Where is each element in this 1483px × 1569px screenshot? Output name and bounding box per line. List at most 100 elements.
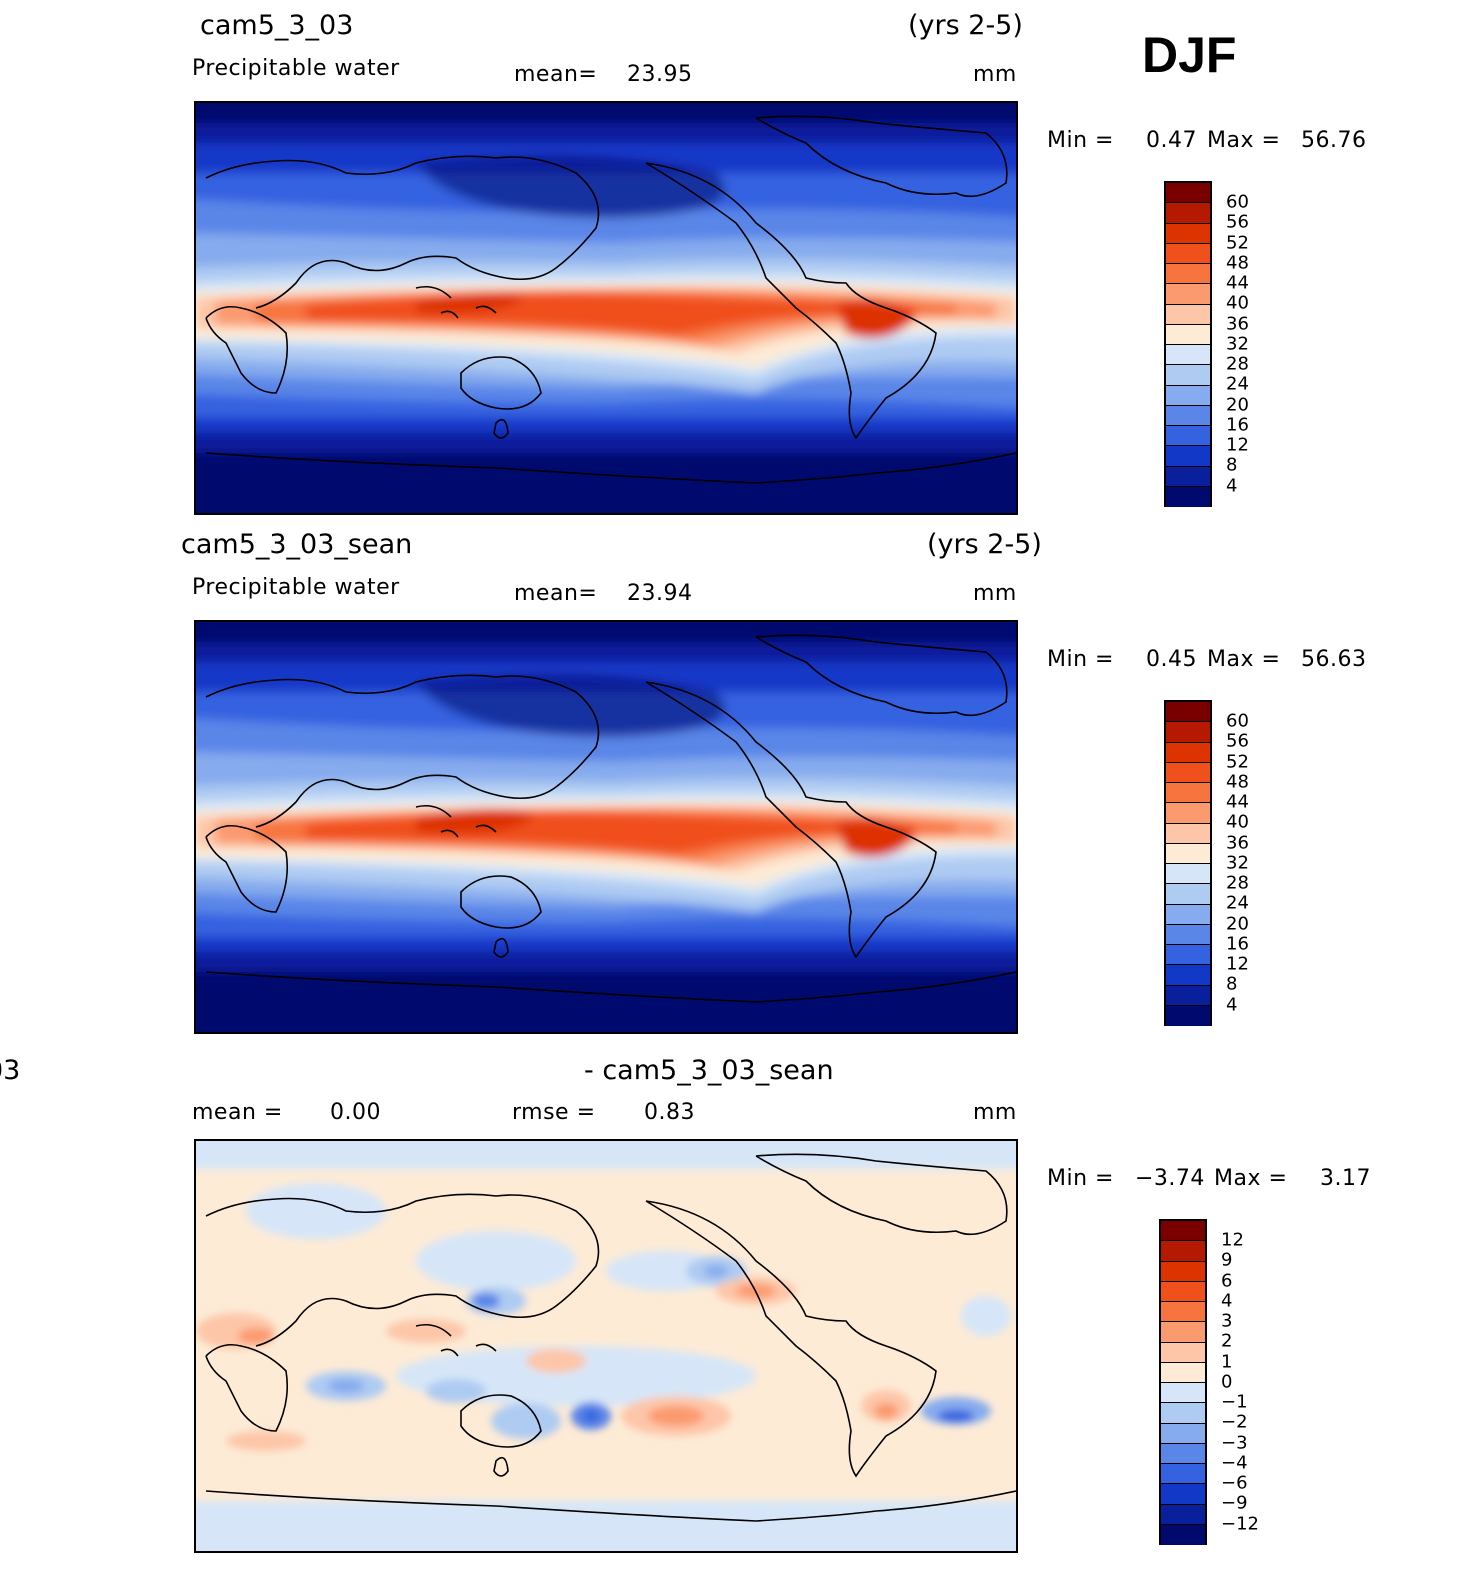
colorbar-tick: −2: [1221, 1411, 1248, 1433]
colorbar-tick: 4: [1226, 475, 1238, 497]
panel2-map: [194, 620, 1018, 1034]
colorbar-tick: 36: [1226, 832, 1249, 854]
colorbar-tick: 8: [1226, 973, 1238, 995]
colorbar-tick: −3: [1221, 1432, 1248, 1454]
colorbar-bin: [1161, 1362, 1205, 1383]
panel3-min-label: Min =: [1047, 1166, 1114, 1191]
colorbar-tick: 6: [1221, 1270, 1233, 1292]
colorbar-bin: [1166, 843, 1210, 864]
colorbar-bin: [1166, 203, 1210, 224]
colorbar-bin: [1166, 783, 1210, 804]
panel3-units: mm: [973, 1100, 1017, 1125]
colorbar-bin: [1166, 466, 1210, 487]
panel3-colorbar: [1159, 1219, 1207, 1545]
colorbar-bin: [1161, 1484, 1205, 1505]
colorbar-tick: 24: [1226, 373, 1249, 395]
colorbar-tick: −9: [1221, 1492, 1248, 1514]
colorbar-tick: 60: [1226, 191, 1249, 213]
colorbar-bin: [1161, 1342, 1205, 1363]
panel2-variable: Precipitable water: [192, 575, 400, 600]
colorbar-tick: 44: [1226, 791, 1249, 813]
colorbar-tick: 16: [1226, 933, 1249, 955]
colorbar-tick: 12: [1226, 953, 1249, 975]
panel1-mean-label: mean=: [514, 62, 598, 87]
season-label: DJF: [1142, 27, 1237, 83]
panel2-units: mm: [973, 581, 1017, 606]
panel1-max-value: 56.76: [1301, 128, 1367, 153]
colorbar-tick: 60: [1226, 710, 1249, 732]
panel3-title-left: 03: [0, 1055, 21, 1086]
colorbar-tick: 28: [1226, 872, 1249, 894]
panel3-rmse-label: rmse =: [512, 1100, 596, 1125]
panel3-max-label: Max =: [1214, 1166, 1288, 1191]
colorbar-tick: 56: [1226, 730, 1249, 752]
colorbar-tick: −12: [1221, 1513, 1259, 1535]
colorbar-tick: 40: [1226, 292, 1249, 314]
colorbar-bin: [1161, 1241, 1205, 1262]
panel3-map: [194, 1139, 1018, 1553]
colorbar-bin: [1166, 446, 1210, 467]
panel2-years: (yrs 2-5): [927, 529, 1042, 560]
panel2-colorbar: [1164, 700, 1212, 1026]
colorbar-bin: [1166, 803, 1210, 824]
colorbar-tick: 52: [1226, 232, 1249, 254]
colorbar-bin: [1166, 324, 1210, 345]
colorbar-bin: [1166, 486, 1210, 507]
colorbar-tick: 52: [1226, 751, 1249, 773]
colorbar-bin: [1166, 284, 1210, 305]
colorbar-tick: 3: [1221, 1310, 1233, 1332]
colorbar-tick: 4: [1221, 1290, 1233, 1312]
panel1-map: [194, 101, 1018, 515]
colorbar-bin: [1166, 345, 1210, 366]
colorbar-bin: [1161, 1464, 1205, 1485]
panel1-min-value: 0.47: [1146, 128, 1197, 153]
colorbar-tick: 1: [1221, 1351, 1233, 1373]
colorbar-bin: [1166, 702, 1210, 723]
panel2-min-value: 0.45: [1146, 647, 1197, 672]
panel2-max-value: 56.63: [1301, 647, 1367, 672]
colorbar-bin: [1166, 304, 1210, 325]
colorbar-tick: 32: [1226, 852, 1249, 874]
colorbar-tick: 56: [1226, 211, 1249, 233]
colorbar-tick: −4: [1221, 1452, 1248, 1474]
colorbar-tick: 16: [1226, 414, 1249, 436]
colorbar-tick: 20: [1226, 913, 1249, 935]
panel1-mean-value: 23.95: [627, 62, 693, 87]
colorbar-bin: [1166, 264, 1210, 285]
colorbar-bin: [1166, 742, 1210, 763]
colorbar-bin: [1166, 945, 1210, 966]
colorbar-bin: [1161, 1302, 1205, 1323]
colorbar-bin: [1161, 1524, 1205, 1545]
panel1-case-title: cam5_3_03: [200, 10, 354, 41]
panel1-colorbar: [1164, 181, 1212, 507]
colorbar-bin: [1166, 823, 1210, 844]
colorbar-bin: [1166, 223, 1210, 244]
panel2-min-label: Min =: [1047, 647, 1114, 672]
colorbar-tick: 8: [1226, 454, 1238, 476]
colorbar-bin: [1166, 183, 1210, 204]
colorbar-tick: 48: [1226, 771, 1249, 793]
panel1-units: mm: [973, 62, 1017, 87]
colorbar-bin: [1161, 1403, 1205, 1424]
colorbar-bin: [1166, 762, 1210, 783]
colorbar-tick: −6: [1221, 1472, 1248, 1494]
colorbar-bin: [1166, 426, 1210, 447]
panel1-max-label: Max =: [1207, 128, 1281, 153]
colorbar-tick: 9: [1221, 1249, 1233, 1271]
colorbar-tick: 28: [1226, 353, 1249, 375]
colorbar-bin: [1161, 1443, 1205, 1464]
colorbar-bin: [1161, 1221, 1205, 1242]
panel3-max-value: 3.17: [1320, 1166, 1371, 1191]
panel3-mean-value: 0.00: [330, 1100, 381, 1125]
colorbar-tick: 12: [1226, 434, 1249, 456]
colorbar-bin: [1166, 864, 1210, 885]
colorbar-tick: 32: [1226, 333, 1249, 355]
colorbar-bin: [1161, 1423, 1205, 1444]
colorbar-tick: 20: [1226, 394, 1249, 416]
colorbar-bin: [1161, 1261, 1205, 1282]
colorbar-bin: [1166, 405, 1210, 426]
panel3-title-right: - cam5_3_03_sean: [584, 1055, 834, 1086]
panel1-years: (yrs 2-5): [908, 10, 1023, 41]
colorbar-bin: [1166, 365, 1210, 386]
panel1-min-label: Min =: [1047, 128, 1114, 153]
